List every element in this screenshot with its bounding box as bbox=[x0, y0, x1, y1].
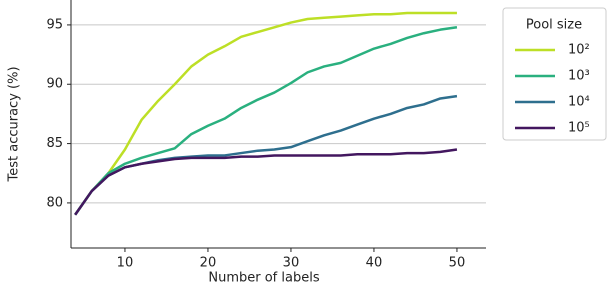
legend-title: Pool size bbox=[526, 18, 582, 33]
y-tick-label: 80 bbox=[46, 195, 63, 210]
y-tick-label: 85 bbox=[46, 136, 63, 151]
legend-label: 10⁵ bbox=[568, 121, 590, 136]
series-line bbox=[74, 148, 458, 216]
legend-label: 10² bbox=[568, 43, 590, 58]
y-axis-label: Test accuracy (%) bbox=[7, 66, 22, 182]
y-tick-label: 95 bbox=[46, 17, 63, 32]
y-tick-label: 90 bbox=[46, 77, 63, 92]
x-tick-label: 10 bbox=[117, 256, 134, 271]
x-tick-label: 40 bbox=[366, 256, 383, 271]
legend-label: 10³ bbox=[568, 69, 590, 84]
series-line bbox=[74, 11, 457, 216]
x-tick-label: 20 bbox=[200, 256, 217, 271]
x-tick-label: 50 bbox=[449, 256, 466, 271]
series-line bbox=[74, 26, 458, 216]
x-tick-label: 30 bbox=[283, 256, 300, 271]
legend-box bbox=[502, 7, 607, 141]
x-axis-label: Number of labels bbox=[208, 271, 319, 286]
legend-label: 10⁴ bbox=[568, 95, 590, 110]
